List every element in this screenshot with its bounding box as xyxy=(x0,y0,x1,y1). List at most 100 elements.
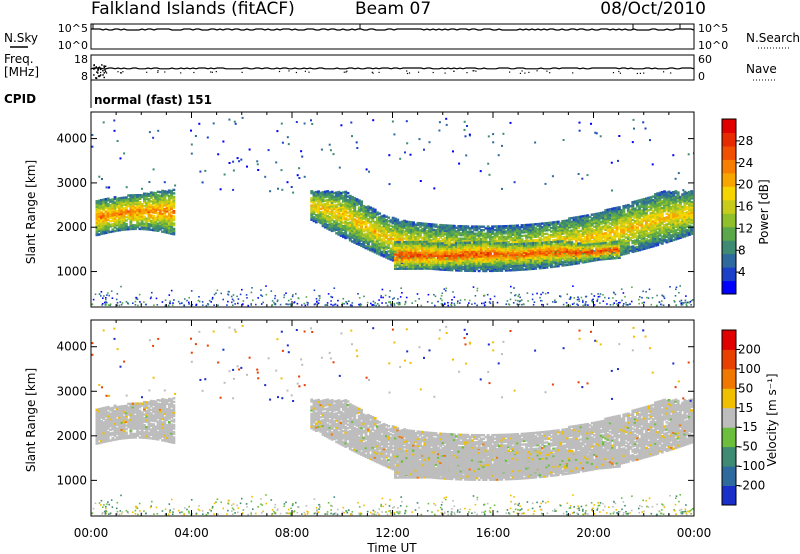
power-cell xyxy=(95,205,99,208)
power-cell xyxy=(427,224,431,228)
power-cell xyxy=(165,192,169,195)
power-cell xyxy=(138,211,142,215)
power-cell xyxy=(538,247,542,250)
power-cell xyxy=(394,262,397,265)
power-cell xyxy=(459,266,463,269)
power-cell xyxy=(516,246,519,249)
power-cell xyxy=(509,224,513,228)
power-cell xyxy=(452,265,456,268)
power-cell xyxy=(337,203,341,206)
power-cell xyxy=(486,265,490,268)
power-cell xyxy=(145,203,149,206)
power-cell xyxy=(588,219,592,222)
power-cell xyxy=(538,236,542,240)
power-cell xyxy=(509,246,513,250)
power-cell xyxy=(425,258,429,261)
power-cell xyxy=(572,230,576,234)
power-cell xyxy=(127,210,131,213)
power-cell xyxy=(344,213,348,217)
power-cell xyxy=(446,242,449,245)
power-cell xyxy=(360,203,363,207)
power-cell xyxy=(382,221,386,224)
power-cell xyxy=(579,256,583,259)
power-cell xyxy=(158,219,162,222)
power-cell xyxy=(586,225,590,228)
nave-point xyxy=(371,71,373,73)
power-cell xyxy=(520,246,524,249)
power-cell xyxy=(500,265,504,269)
power-cell xyxy=(547,244,551,247)
power-cell xyxy=(172,204,176,207)
power-cell xyxy=(502,247,506,250)
power-cell xyxy=(439,256,443,259)
power-cell xyxy=(163,213,167,216)
power-cell xyxy=(498,235,501,239)
power-cell xyxy=(333,220,336,223)
power-cell xyxy=(479,232,483,235)
power-cell xyxy=(595,233,599,237)
power-cell xyxy=(330,215,334,218)
power-cell xyxy=(599,236,603,239)
power-cell xyxy=(427,267,431,270)
power-cell xyxy=(588,231,592,235)
power-cell xyxy=(572,221,576,225)
power-cell xyxy=(321,192,325,196)
power-cell xyxy=(448,250,452,254)
power-cell xyxy=(100,207,103,211)
power-cell xyxy=(470,253,474,257)
power-cell xyxy=(538,252,542,255)
power-cell xyxy=(414,232,418,235)
power-cell xyxy=(473,227,477,230)
power-cell xyxy=(97,201,101,204)
power-cell xyxy=(319,195,323,198)
power-cell xyxy=(425,251,429,254)
power-cell xyxy=(391,252,395,255)
power-cell xyxy=(498,249,501,252)
power-cell xyxy=(382,230,386,233)
power-cell xyxy=(502,256,506,259)
power-cell xyxy=(500,245,504,248)
power-cell xyxy=(502,225,506,228)
power-cell xyxy=(529,223,533,226)
power-cell xyxy=(405,238,409,241)
power-cell xyxy=(165,231,169,234)
power-cell xyxy=(416,227,420,230)
power-cell xyxy=(118,213,121,216)
power-cell xyxy=(330,197,334,201)
power-cell xyxy=(536,235,540,238)
power-cell xyxy=(434,251,438,254)
power-cell xyxy=(439,252,443,256)
power-cell xyxy=(516,238,519,241)
power-cell xyxy=(459,269,463,272)
power-cell xyxy=(115,215,119,218)
power-cell xyxy=(314,219,318,222)
power-cell xyxy=(389,233,393,236)
power-cell xyxy=(448,261,452,265)
power-cell xyxy=(513,267,517,270)
power-cell xyxy=(398,251,402,254)
power-cell xyxy=(565,230,569,233)
power-cell xyxy=(414,246,418,249)
power-cell xyxy=(364,225,368,228)
power-cell xyxy=(421,244,424,247)
power-cell xyxy=(477,246,481,249)
power-cell xyxy=(342,221,345,224)
power-cell xyxy=(516,233,519,236)
power-cell xyxy=(455,249,458,252)
power-cell xyxy=(416,229,420,232)
power-cell xyxy=(477,227,481,230)
power-cell xyxy=(597,238,601,242)
nave-point xyxy=(546,70,548,72)
power-cell xyxy=(606,237,610,240)
power-cell xyxy=(613,248,617,251)
power-cell xyxy=(317,190,320,193)
nave-point xyxy=(519,72,521,74)
power-cell xyxy=(95,212,99,215)
power-cell xyxy=(106,206,110,209)
power-cell xyxy=(482,237,486,241)
power-cell xyxy=(590,234,594,238)
power-cell xyxy=(475,255,479,258)
power-cell xyxy=(602,243,605,247)
power-cell xyxy=(373,228,377,231)
power-cell xyxy=(545,246,549,249)
